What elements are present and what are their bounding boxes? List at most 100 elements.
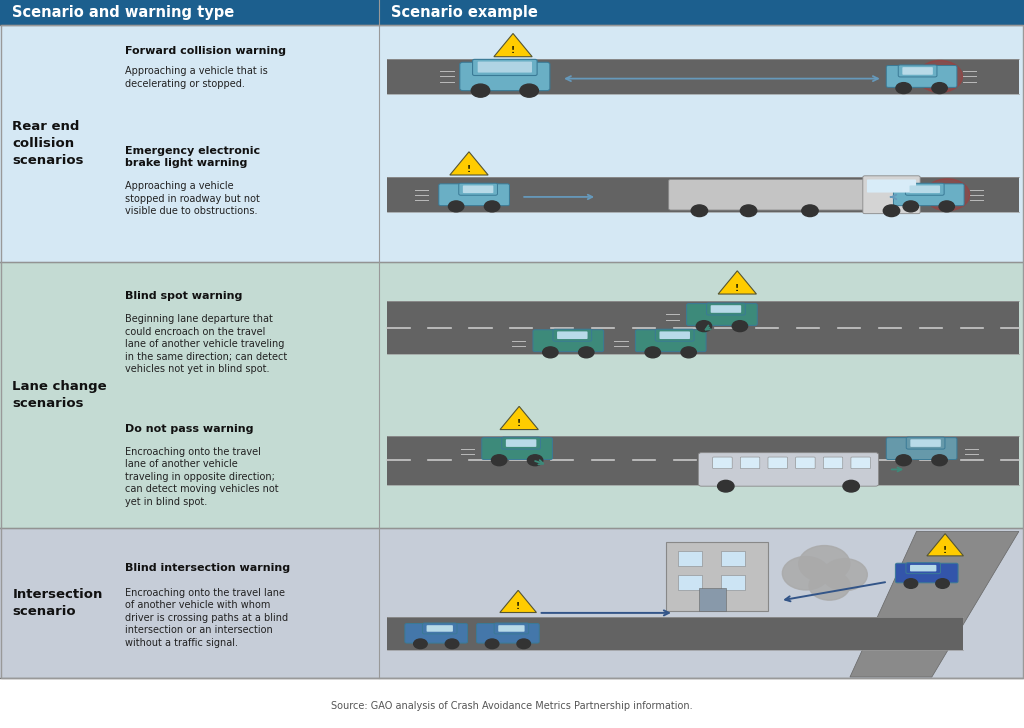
Bar	[387, 617, 963, 650]
Circle shape	[843, 480, 859, 492]
FancyBboxPatch shape	[553, 329, 592, 341]
Text: !: !	[516, 602, 520, 612]
FancyBboxPatch shape	[910, 439, 941, 447]
Polygon shape	[718, 271, 757, 294]
Bar	[0, 0, 1024, 25]
Text: Beginning lane departure that
could encroach on the travel
lane of another vehic: Beginning lane departure that could encr…	[125, 314, 288, 374]
FancyBboxPatch shape	[906, 437, 945, 449]
Polygon shape	[450, 151, 488, 175]
FancyBboxPatch shape	[887, 66, 957, 87]
Circle shape	[527, 455, 543, 466]
FancyBboxPatch shape	[823, 457, 843, 469]
Circle shape	[925, 179, 970, 210]
FancyBboxPatch shape	[895, 563, 958, 583]
Text: Encroaching onto the travel lane
of another vehicle with whom
driver is crossing: Encroaching onto the travel lane of anot…	[125, 588, 288, 648]
Text: Emergency electronic
brake light warning: Emergency electronic brake light warning	[125, 146, 260, 167]
FancyBboxPatch shape	[851, 457, 870, 469]
Circle shape	[884, 205, 900, 217]
FancyBboxPatch shape	[482, 438, 553, 459]
FancyBboxPatch shape	[893, 184, 965, 206]
FancyBboxPatch shape	[495, 623, 528, 634]
Bar	[387, 177, 1019, 213]
Circle shape	[449, 201, 464, 212]
Bar	[387, 59, 1019, 94]
Bar	[699, 588, 726, 612]
FancyBboxPatch shape	[427, 625, 453, 632]
Circle shape	[936, 579, 949, 588]
Bar	[721, 575, 745, 590]
FancyBboxPatch shape	[476, 623, 540, 643]
Circle shape	[732, 320, 748, 331]
Polygon shape	[500, 590, 537, 612]
FancyBboxPatch shape	[909, 186, 940, 193]
Circle shape	[485, 639, 499, 649]
FancyBboxPatch shape	[438, 184, 510, 206]
FancyBboxPatch shape	[887, 438, 957, 459]
Text: Scenario and warning type: Scenario and warning type	[12, 5, 234, 20]
FancyBboxPatch shape	[796, 457, 815, 469]
Text: !: !	[511, 47, 515, 55]
Circle shape	[445, 639, 459, 649]
Circle shape	[520, 84, 539, 97]
FancyBboxPatch shape	[863, 175, 921, 214]
Circle shape	[691, 205, 708, 217]
FancyBboxPatch shape	[635, 330, 707, 352]
Circle shape	[681, 347, 696, 357]
FancyBboxPatch shape	[905, 183, 944, 195]
Text: Intersection
scenario: Intersection scenario	[12, 588, 102, 618]
FancyBboxPatch shape	[472, 60, 538, 76]
FancyBboxPatch shape	[711, 305, 741, 313]
Bar	[678, 551, 702, 566]
FancyBboxPatch shape	[910, 565, 936, 571]
Bar	[387, 301, 1019, 354]
Bar	[721, 551, 745, 566]
Circle shape	[782, 556, 829, 590]
Polygon shape	[850, 531, 1019, 677]
FancyBboxPatch shape	[532, 330, 603, 352]
FancyBboxPatch shape	[477, 62, 532, 73]
FancyBboxPatch shape	[768, 457, 787, 469]
FancyBboxPatch shape	[502, 437, 541, 449]
Circle shape	[904, 579, 918, 588]
Circle shape	[903, 201, 919, 212]
Text: Rear end
collision
scenarios: Rear end collision scenarios	[12, 120, 84, 167]
Circle shape	[696, 320, 712, 331]
Polygon shape	[500, 406, 539, 430]
Circle shape	[718, 480, 734, 492]
Circle shape	[414, 639, 427, 649]
Text: Approaching a vehicle
stopped in roadway but not
visible due to obstructions.: Approaching a vehicle stopped in roadway…	[125, 181, 260, 216]
Text: !: !	[735, 284, 739, 293]
Text: Blind intersection warning: Blind intersection warning	[125, 563, 290, 573]
Circle shape	[896, 455, 911, 466]
FancyBboxPatch shape	[867, 179, 916, 192]
Text: Encroaching onto the travel
lane of another vehicle
traveling in opposite direct: Encroaching onto the travel lane of anot…	[125, 447, 279, 507]
FancyBboxPatch shape	[404, 623, 468, 643]
Circle shape	[645, 347, 660, 357]
Bar	[0, 262, 1024, 528]
Circle shape	[918, 60, 963, 92]
FancyBboxPatch shape	[459, 183, 498, 195]
Text: Forward collision warning: Forward collision warning	[125, 46, 286, 56]
FancyBboxPatch shape	[659, 331, 690, 339]
Circle shape	[579, 347, 594, 357]
FancyBboxPatch shape	[655, 329, 694, 341]
Text: !: !	[467, 165, 471, 173]
Bar	[1, 25, 1023, 678]
Bar	[387, 435, 1019, 485]
FancyBboxPatch shape	[423, 623, 457, 634]
Bar	[678, 575, 702, 590]
FancyBboxPatch shape	[499, 625, 524, 632]
Polygon shape	[494, 33, 532, 57]
FancyBboxPatch shape	[713, 457, 732, 469]
FancyBboxPatch shape	[898, 65, 937, 77]
Circle shape	[802, 205, 818, 217]
FancyBboxPatch shape	[669, 179, 878, 210]
Bar	[0, 25, 1024, 262]
Circle shape	[822, 558, 867, 590]
Circle shape	[471, 84, 489, 97]
Circle shape	[543, 347, 558, 357]
Circle shape	[809, 571, 850, 600]
FancyBboxPatch shape	[698, 453, 879, 486]
FancyBboxPatch shape	[506, 439, 537, 447]
Circle shape	[932, 455, 947, 466]
